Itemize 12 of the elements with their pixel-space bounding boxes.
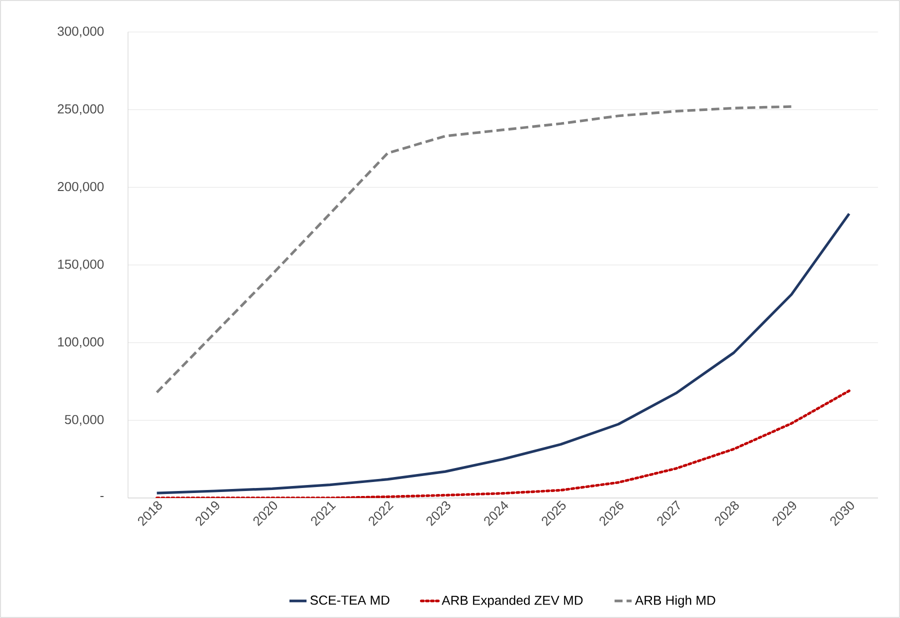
y-tick-label: 150,000 bbox=[58, 260, 104, 270]
legend-label: SCE-TEA MD bbox=[310, 596, 390, 605]
y-tick-label: 300,000 bbox=[58, 26, 104, 38]
y-tick-label: 100,000 bbox=[58, 337, 104, 348]
y-tick-label: - bbox=[100, 496, 104, 498]
line-series bbox=[156, 105, 793, 394]
legend-label: ARB High MD bbox=[634, 595, 716, 608]
line-series bbox=[156, 212, 850, 494]
y-tick-label: 200,000 bbox=[58, 182, 104, 193]
legend-label: ARB Expanded ZEV MD bbox=[442, 595, 583, 608]
y-tick-label: 50,000 bbox=[64, 414, 104, 426]
y-tick-label: 250,000 bbox=[58, 104, 104, 116]
